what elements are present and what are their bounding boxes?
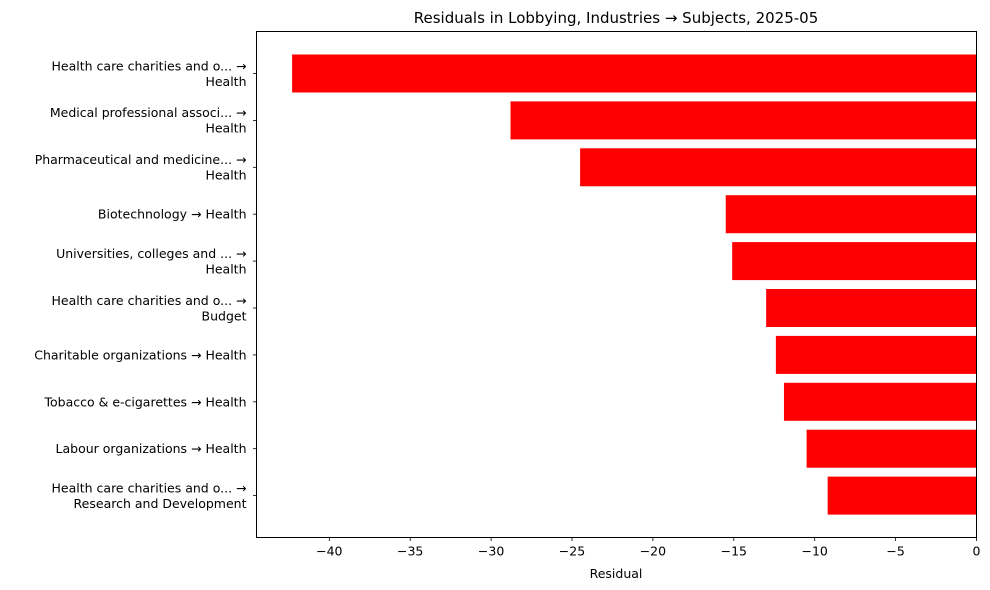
chart-title: Residuals in Lobbying, Industries → Subj… — [414, 9, 819, 27]
y-axis: Health care charities and o... → Health Me… — [34, 58, 257, 511]
x-axis-label: Residual — [590, 566, 643, 581]
x-tick-label-3: −25 — [559, 544, 585, 559]
x-axis: −40 −35 −30 −25 −20 −15 −10 −5 0 — [316, 537, 981, 559]
bar-1 — [510, 101, 977, 140]
x-tick-label-1: −35 — [397, 544, 423, 559]
bars-group — [292, 54, 977, 515]
y-tick-label-3: Biotechnology → Health — [98, 207, 247, 222]
y-tick-label-4: Universities, colleges and ... → Health — [56, 246, 246, 277]
bar-9 — [827, 476, 977, 515]
bar-2 — [580, 148, 977, 187]
y-tick-label-7: Tobacco & e-cigarettes → Health — [43, 394, 246, 409]
y-tick-label-0: Health care charities and o... → Health — [52, 58, 247, 89]
x-tick-label-7: −5 — [886, 544, 904, 559]
x-tick-label-5: −15 — [721, 544, 747, 559]
y-tick-label-5: Health care charities and o... → Budget — [52, 293, 247, 324]
bar-3 — [725, 195, 977, 234]
x-tick-label-4: −20 — [640, 544, 666, 559]
bar-5 — [766, 289, 977, 327]
x-tick-label-0: −40 — [316, 544, 342, 559]
bar-4 — [732, 242, 977, 281]
x-tick-label-8: 0 — [973, 544, 981, 559]
y-tick-label-9: Health care charities and o... → Research… — [52, 480, 247, 511]
plot-frame — [256, 31, 977, 538]
x-tick-label-6: −10 — [802, 544, 828, 559]
bar-6 — [775, 335, 977, 374]
bar-8 — [806, 429, 977, 468]
bar-7 — [783, 382, 977, 421]
y-tick-label-8: Labour organizations → Health — [56, 441, 247, 456]
x-tick-label-2: −30 — [478, 544, 504, 559]
y-tick-label-1: Medical professional associ... → Health — [50, 105, 247, 135]
bar-0 — [292, 54, 977, 93]
y-tick-label-2: Pharmaceutical and medicine... → Health — [35, 152, 247, 183]
y-tick-label-6: Charitable organizations → Health — [34, 347, 246, 362]
